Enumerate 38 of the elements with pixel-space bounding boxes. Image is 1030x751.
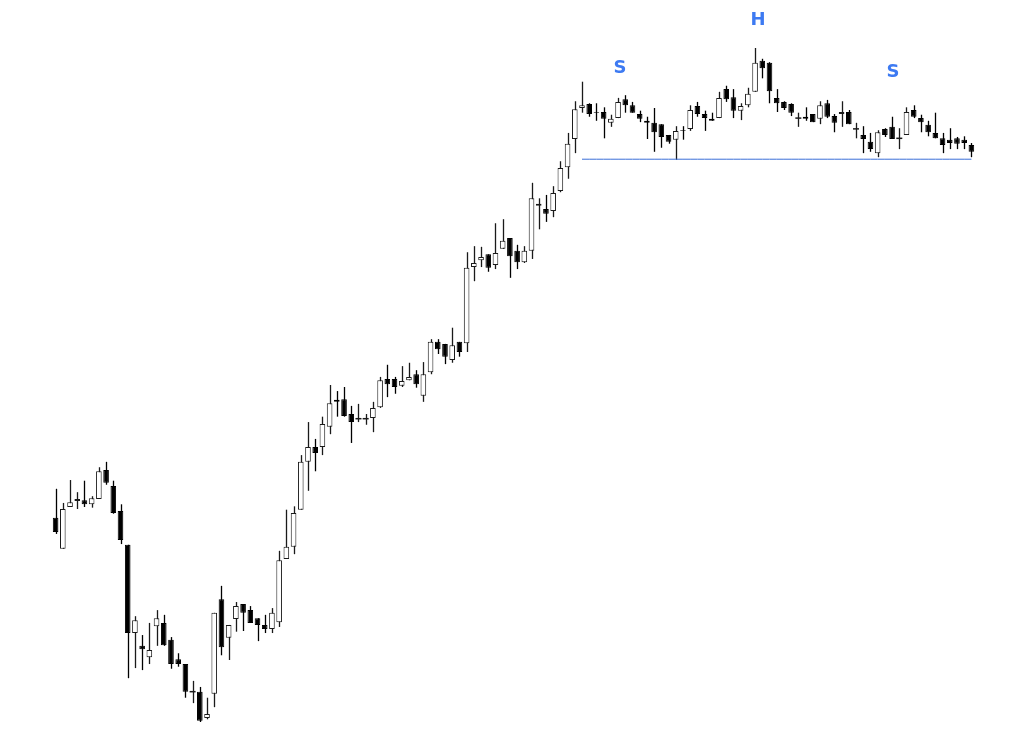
candlestick	[449, 327, 456, 364]
candlestick	[579, 81, 585, 114]
candlestick	[261, 614, 268, 634]
candlestick	[67, 479, 73, 508]
candlestick	[341, 386, 347, 418]
candlestick	[773, 88, 780, 113]
candlestick	[204, 697, 210, 720]
candlestick	[824, 99, 830, 119]
text: H	[750, 7, 766, 29]
annotation: S	[886, 59, 900, 81]
candlestick	[759, 58, 766, 79]
candlestick	[507, 237, 513, 279]
candlestick	[550, 185, 556, 218]
candlestick	[860, 125, 867, 154]
candlestick	[817, 100, 823, 125]
candlestick	[269, 607, 275, 634]
candlestick	[168, 636, 174, 670]
candlestick	[514, 244, 520, 270]
candlestick	[348, 405, 355, 444]
candlestick	[471, 245, 477, 282]
candlestick	[651, 107, 657, 153]
candlestick	[103, 461, 109, 486]
candlestick	[240, 603, 246, 632]
candlestick	[687, 104, 693, 132]
candlestick	[384, 364, 391, 398]
candlestick	[672, 125, 679, 161]
candlestick	[398, 365, 405, 388]
candlestick	[889, 116, 895, 140]
candlestick	[305, 421, 311, 492]
candlestick	[716, 91, 722, 119]
candlestick	[745, 87, 751, 108]
candlestick	[233, 601, 239, 633]
candlestick	[312, 438, 319, 472]
candlestick	[132, 615, 138, 669]
candlestick	[543, 194, 549, 223]
candlestick	[370, 401, 376, 433]
candlestick	[160, 614, 167, 647]
annotation: S	[613, 55, 627, 77]
